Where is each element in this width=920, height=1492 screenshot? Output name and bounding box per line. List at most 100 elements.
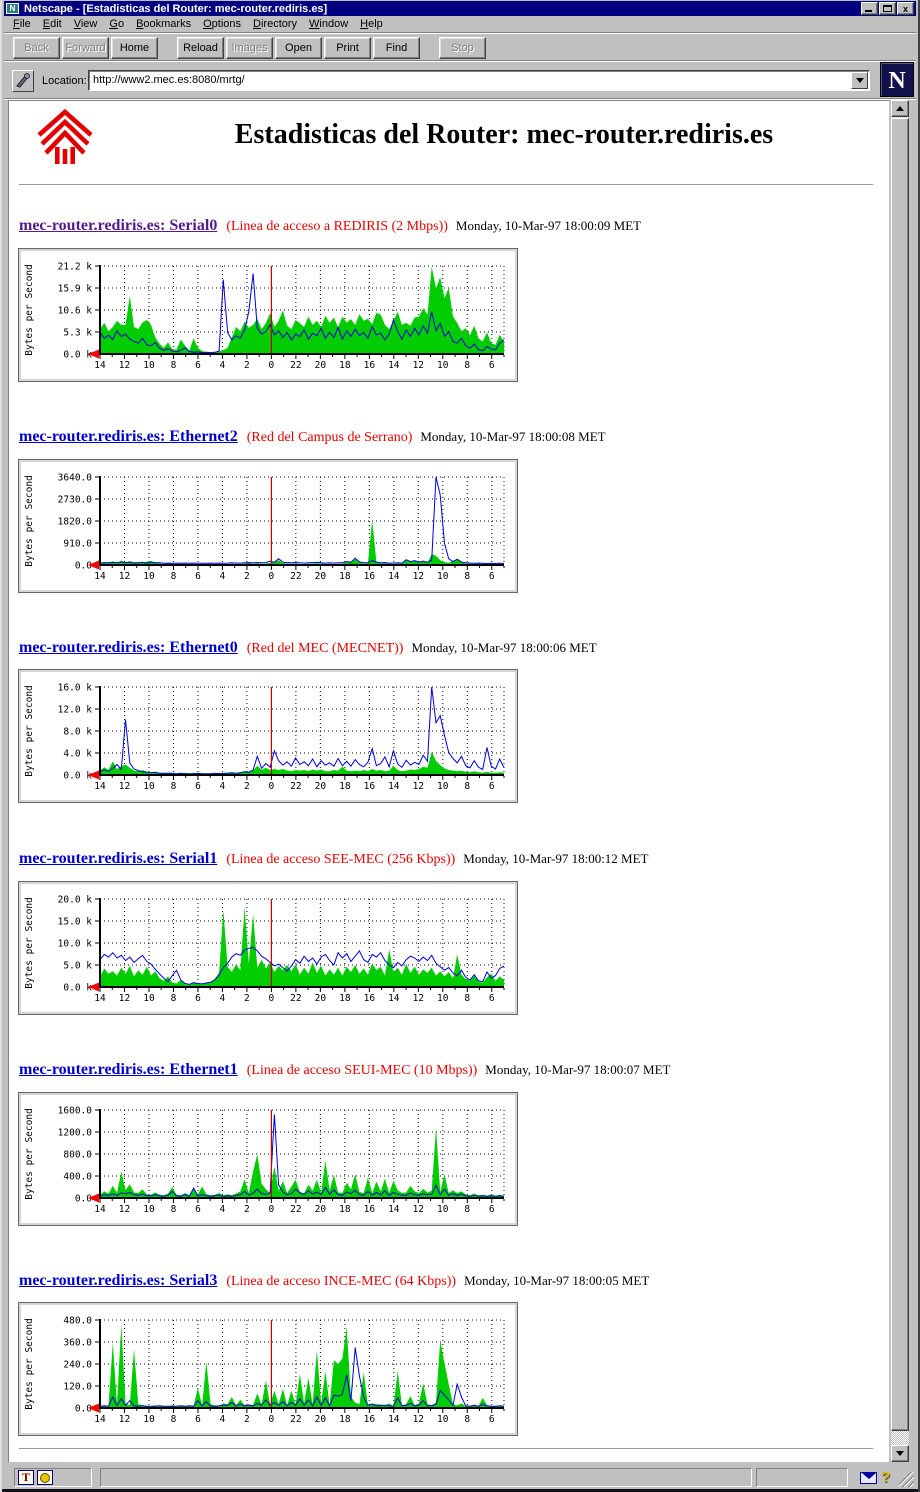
svg-text:18: 18	[339, 1204, 351, 1215]
menu-window[interactable]: Window	[309, 18, 349, 30]
svg-text:16.0 k: 16.0 k	[58, 683, 93, 694]
svg-text:6: 6	[489, 993, 495, 1004]
mrtg-graph-serial0[interactable]: 21.2 k 15.9 k 10.6 k 5.3 k 0.0 k 14 12 10 8 6 4 2 0 2…	[18, 248, 518, 382]
svg-text:10: 10	[437, 781, 449, 792]
minimize-button[interactable]	[861, 2, 878, 15]
svg-text:12: 12	[413, 781, 424, 792]
status-icon-tray: T	[14, 1468, 92, 1487]
svg-text:14: 14	[388, 993, 400, 1004]
svg-text:14: 14	[388, 360, 400, 371]
svg-text:14: 14	[388, 781, 400, 792]
mrtg-graph-ethernet1[interactable]: 1600.0 1200.0 800.0 400.0 0.0 14 12 10 8 6 4 2 0 22 20…	[18, 1092, 518, 1226]
svg-text:6: 6	[489, 1414, 495, 1425]
interface-timestamp: Monday, 10-Mar-97 18:00:08 MET	[420, 429, 606, 444]
svg-text:1600.0: 1600.0	[58, 1106, 93, 1117]
location-input[interactable]: http://www2.mec.es:8080/mrtg/	[88, 70, 870, 91]
svg-text:8: 8	[171, 993, 177, 1004]
svg-text:2: 2	[244, 1414, 250, 1425]
interface-link-serial0[interactable]: mec-router.rediris.es: Serial0	[19, 217, 218, 234]
location-dropdown-button[interactable]	[851, 72, 868, 89]
svg-text:22: 22	[290, 1204, 301, 1215]
minimize-icon	[865, 10, 872, 12]
svg-text:8: 8	[464, 360, 470, 371]
svg-text:12: 12	[413, 360, 424, 371]
svg-text:14: 14	[94, 571, 106, 582]
status-clock-icon[interactable]	[37, 1470, 53, 1485]
print-button[interactable]: Print	[324, 36, 371, 59]
scrollbar-thumb[interactable]	[891, 118, 909, 1431]
mrtg-graph-ethernet2[interactable]: 3640.0 2730.0 1820.0 910.0 0.0 14 12 10 8 6 4 2 0 22 2…	[18, 459, 518, 593]
svg-text:6: 6	[195, 781, 201, 792]
interface-timestamp: Monday, 10-Mar-97 18:00:07 MET	[485, 1062, 671, 1077]
status-doc-icon[interactable]: T	[18, 1470, 34, 1485]
svg-text:4: 4	[220, 360, 226, 371]
netscape-app-icon: N	[6, 3, 19, 14]
menu-view[interactable]: View	[73, 18, 98, 30]
svg-text:0: 0	[269, 1204, 275, 1215]
reload-button[interactable]: Reload	[177, 36, 224, 59]
svg-text:6: 6	[489, 571, 495, 582]
svg-text:20: 20	[315, 1204, 327, 1215]
location-value: http://www2.mec.es:8080/mrtg/	[93, 74, 245, 86]
mail-indicator[interactable]: ?	[860, 1469, 890, 1486]
page-content: Estadisticas del Router: mec-router.redi…	[8, 100, 889, 1462]
status-bar: T ?	[4, 1466, 916, 1489]
svg-text:18: 18	[339, 571, 351, 582]
home-button[interactable]: Home	[111, 36, 158, 59]
forward-button: Forward	[62, 36, 109, 59]
interface-link-ethernet0[interactable]: mec-router.rediris.es: Ethernet0	[19, 639, 238, 656]
page-title: Estadisticas del Router: mec-router.redi…	[234, 119, 774, 150]
svg-text:Bytes per Second: Bytes per Second	[24, 264, 35, 356]
svg-text:14: 14	[94, 1414, 106, 1425]
svg-text:3640.0: 3640.0	[58, 473, 93, 484]
svg-text:8: 8	[171, 1414, 177, 1425]
title-bar[interactable]: N Netscape - [Estadisticas del Router: m…	[4, 1, 916, 16]
svg-text:18: 18	[339, 360, 351, 371]
maximize-button[interactable]	[879, 2, 896, 15]
interface-link-serial1[interactable]: mec-router.rediris.es: Serial1	[19, 850, 218, 867]
menu-bookmarks[interactable]: Bookmarks	[136, 18, 192, 30]
menu-directory[interactable]: Directory	[253, 18, 298, 30]
interface-link-ethernet2[interactable]: mec-router.rediris.es: Ethernet2	[19, 428, 238, 445]
mrtg-graph-serial3[interactable]: 480.0 360.0 240.0 120.0 0.0 14 12 10 8 6 4 2 0 22 20 18…	[18, 1302, 518, 1436]
menu-go[interactable]: Go	[109, 18, 125, 30]
menu-options[interactable]: Options	[203, 18, 242, 30]
svg-text:8.0 k: 8.0 k	[63, 727, 92, 738]
svg-text:4.0 k: 4.0 k	[63, 749, 92, 760]
close-icon: x	[902, 4, 908, 14]
resize-grip[interactable]	[899, 1472, 914, 1487]
menu-edit[interactable]: Edit	[42, 18, 62, 30]
svg-text:1200.0: 1200.0	[58, 1128, 93, 1139]
netscape-logo[interactable]: N	[880, 62, 914, 97]
svg-text:8: 8	[464, 571, 470, 582]
svg-text:5.0 k: 5.0 k	[63, 961, 92, 972]
svg-text:800.0: 800.0	[63, 1150, 92, 1161]
svg-text:10: 10	[143, 571, 155, 582]
svg-text:0.0: 0.0	[75, 1404, 92, 1415]
find-button[interactable]: Find	[373, 36, 420, 59]
scroll-up-button[interactable]	[891, 100, 909, 117]
svg-text:480.0: 480.0	[63, 1316, 92, 1327]
images-button: Images	[226, 36, 273, 59]
interface-link-ethernet1[interactable]: mec-router.rediris.es: Ethernet1	[19, 1061, 238, 1078]
svg-text:Bytes per Second: Bytes per Second	[24, 1108, 35, 1200]
interface-link-serial3[interactable]: mec-router.rediris.es: Serial3	[19, 1272, 218, 1289]
svg-text:400.0: 400.0	[63, 1172, 92, 1183]
svg-text:10: 10	[437, 1204, 449, 1215]
mrtg-graph-ethernet0[interactable]: 16.0 k 12.0 k 8.0 k 4.0 k 0.0 k 14 12 10 8 6 4 2 0 22…	[18, 669, 518, 803]
svg-text:18: 18	[339, 1414, 351, 1425]
svg-text:14: 14	[94, 993, 106, 1004]
menu-help[interactable]: Help	[360, 18, 383, 30]
scroll-down-button[interactable]	[891, 1445, 909, 1462]
svg-text:4: 4	[220, 1204, 226, 1215]
close-button[interactable]: x	[897, 2, 914, 15]
location-bar: Location: http://www2.mec.es:8080/mrtg/ …	[4, 62, 916, 99]
svg-text:0: 0	[269, 1414, 275, 1425]
interface-timestamp: Monday, 10-Mar-97 18:00:09 MET	[455, 218, 642, 233]
menu-file[interactable]: File	[13, 18, 31, 30]
mrtg-graph-serial1[interactable]: 20.0 k 15.0 k 10.0 k 5.0 k 0.0 k 14 12 10 8 6 4 2 0 2…	[18, 881, 518, 1015]
svg-text:14: 14	[388, 571, 400, 582]
open-button[interactable]: Open	[275, 36, 322, 59]
vertical-scrollbar[interactable]	[891, 100, 909, 1462]
interface-description: (Linea de acceso SEE-MEC (256 Kbps))	[226, 852, 456, 867]
